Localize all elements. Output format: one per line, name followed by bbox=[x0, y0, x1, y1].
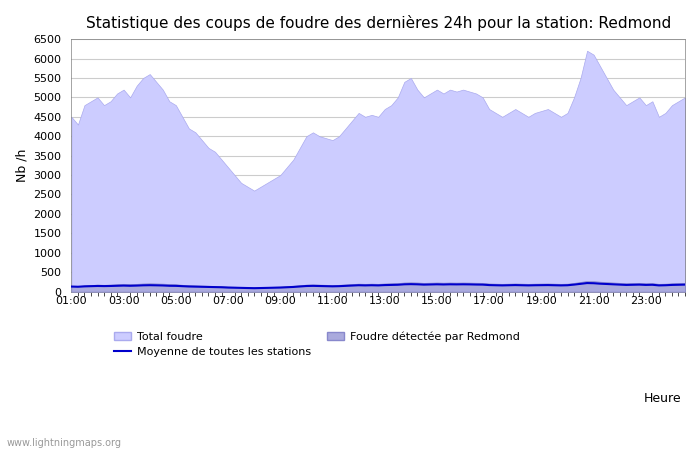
Y-axis label: Nb /h: Nb /h bbox=[15, 148, 28, 182]
Text: www.lightningmaps.org: www.lightningmaps.org bbox=[7, 437, 122, 447]
Title: Statistique des coups de foudre des dernières 24h pour la station: Redmond: Statistique des coups de foudre des dern… bbox=[85, 15, 671, 31]
Legend: Total foudre, Moyenne de toutes les stations, Foudre détectée par Redmond: Total foudre, Moyenne de toutes les stat… bbox=[110, 327, 524, 362]
Text: Heure: Heure bbox=[644, 392, 682, 405]
